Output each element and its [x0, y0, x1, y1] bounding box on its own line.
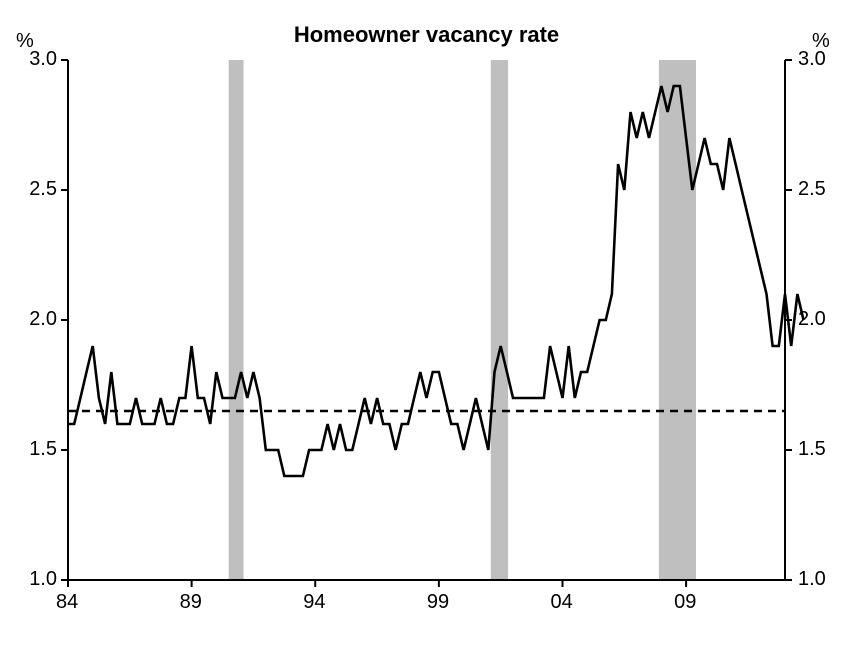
- y-tick-label-left: 2.0: [29, 308, 57, 331]
- chart-svg: [0, 0, 853, 645]
- x-tick-label: 04: [550, 591, 572, 614]
- y-tick-label-left: 3.0: [29, 48, 57, 71]
- chart-container: Homeowner vacancy rate % % 1.01.01.51.52…: [0, 0, 853, 645]
- recession-band: [491, 60, 508, 580]
- y-tick-label-right: 1.0: [798, 568, 826, 591]
- y-tick-label-right: 2.0: [798, 308, 826, 331]
- recession-band: [229, 60, 244, 580]
- x-tick-label: 99: [427, 591, 449, 614]
- y-tick-label-right: 3.0: [798, 48, 826, 71]
- x-tick-label: 84: [56, 591, 78, 614]
- y-tick-label-left: 1.0: [29, 568, 57, 591]
- y-tick-label-right: 1.5: [798, 438, 826, 461]
- y-tick-label-right: 2.5: [798, 178, 826, 201]
- y-tick-label-left: 1.5: [29, 438, 57, 461]
- x-tick-label: 94: [303, 591, 325, 614]
- x-tick-label: 09: [674, 591, 696, 614]
- x-tick-label: 89: [180, 591, 202, 614]
- recession-band: [659, 60, 696, 580]
- y-tick-label-left: 2.5: [29, 178, 57, 201]
